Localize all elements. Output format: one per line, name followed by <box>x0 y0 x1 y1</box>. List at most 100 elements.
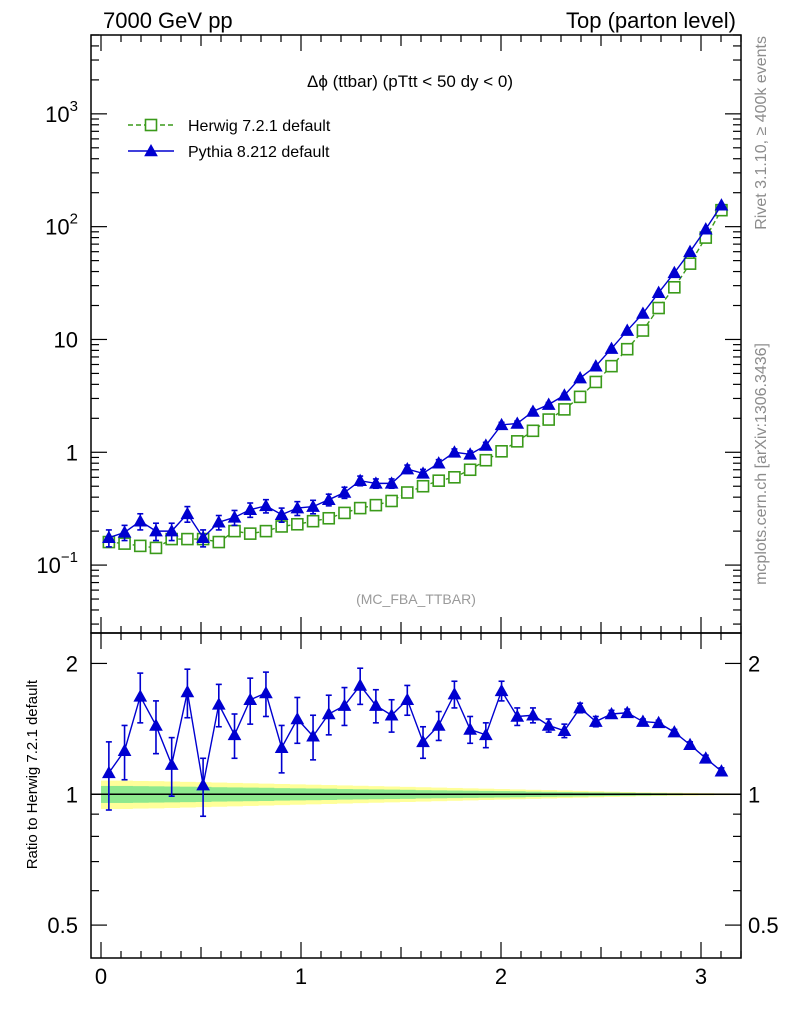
data-point <box>259 524 273 538</box>
ratio-y-tick-labels: 2 2 1 1 0.5 0.5 <box>47 651 778 938</box>
data-point <box>400 462 415 475</box>
legend-marker <box>144 118 158 132</box>
ratio-point <box>557 723 572 737</box>
ratio-point <box>431 718 446 731</box>
data-point <box>573 390 587 404</box>
data-point <box>667 265 682 279</box>
data-point <box>180 506 195 520</box>
ratio-point <box>714 764 729 777</box>
data-point <box>181 532 194 546</box>
data-point <box>683 257 697 270</box>
x-tick-label: 1 <box>295 964 307 989</box>
y-tick-label: 10−1 <box>36 549 78 578</box>
data-point <box>290 501 305 514</box>
data-point <box>604 341 619 354</box>
rivet-label: Rivet 3.1.10, ≥ 400k events <box>753 36 770 230</box>
series-line <box>108 209 723 549</box>
ratio-point <box>667 725 682 738</box>
header-left: 7000 GeV pp <box>103 8 233 33</box>
ratio-point <box>683 737 697 751</box>
data-point <box>117 525 132 538</box>
y-tick-label: 1 <box>66 440 78 465</box>
ratio-y-tick-label-left: 2 <box>66 651 78 676</box>
data-point <box>636 324 650 337</box>
watermark: (MC_FBA_TTBAR) <box>356 591 476 607</box>
legend-label: Pythia 8.212 default <box>188 144 330 161</box>
ratio-point <box>463 722 477 735</box>
y-tick-label: 102 <box>45 211 78 240</box>
data-point <box>306 514 320 528</box>
ratio-point <box>447 687 462 700</box>
ratio-y-tick-label-left: 0.5 <box>47 913 78 938</box>
ratio-point <box>541 718 556 731</box>
ratio-point <box>588 714 603 727</box>
ratio-point <box>384 708 399 721</box>
data-point <box>557 388 572 401</box>
data-point <box>605 359 618 373</box>
mcplots-label: mcplots.cern.ch [arXiv:1306.3436] <box>753 343 770 585</box>
series-pythia <box>102 198 729 548</box>
ratio-point <box>164 757 179 770</box>
legend: Herwig 7.2.1 default Pythia 8.212 default <box>128 118 331 161</box>
data-point <box>588 359 603 372</box>
data-point <box>447 445 462 458</box>
data-point <box>698 222 713 235</box>
data-point <box>526 404 540 417</box>
ratio-point <box>651 715 666 729</box>
data-point <box>259 498 273 512</box>
data-point <box>369 498 383 512</box>
ratio-point <box>290 711 305 725</box>
data-point <box>448 471 461 484</box>
data-point <box>558 403 571 416</box>
data-point <box>385 494 398 508</box>
ratio-point <box>306 729 320 742</box>
data-point <box>291 517 304 531</box>
ratio-point <box>416 734 430 748</box>
x-tick-labels: 0 1 2 3 <box>95 964 707 989</box>
data-point <box>133 539 147 553</box>
ratio-line <box>108 684 722 786</box>
ratio-y-tick-label-right: 2 <box>748 651 760 676</box>
main-ticks <box>91 34 742 633</box>
ratio-point <box>149 718 163 731</box>
data-point <box>306 499 320 512</box>
y-tick-label: 10 <box>54 327 78 352</box>
ratio-point <box>196 778 210 791</box>
data-point <box>416 466 430 479</box>
data-point <box>463 463 477 477</box>
data-point <box>337 485 352 498</box>
ratio-point <box>573 700 587 714</box>
x-tick-label: 2 <box>495 964 507 989</box>
x-tick-label: 3 <box>695 964 707 989</box>
series-herwig <box>102 203 728 555</box>
ratio-point <box>400 692 415 706</box>
ratio-series <box>102 667 729 818</box>
ratio-point <box>337 698 352 711</box>
data-point <box>541 397 556 410</box>
data-point <box>542 413 555 426</box>
ratio-point <box>227 727 242 741</box>
data-point <box>463 447 477 460</box>
data-point <box>149 541 163 555</box>
ratio-point <box>321 706 336 720</box>
data-point <box>479 453 493 467</box>
data-point <box>478 438 493 451</box>
data-point <box>589 375 603 389</box>
ratio-point <box>243 692 258 706</box>
data-point <box>651 285 666 298</box>
ratio-point <box>604 706 619 720</box>
ratio-point <box>510 709 525 722</box>
ratio-point <box>180 684 195 698</box>
data-point <box>338 506 351 520</box>
ratio-point <box>526 708 540 721</box>
ratio-point <box>353 678 368 691</box>
ratio-point <box>274 740 289 753</box>
data-point <box>243 527 257 540</box>
data-point <box>384 476 399 489</box>
main-title: Δϕ (ttbar) (pTtt < 50 dy < 0) <box>307 72 513 91</box>
data-point <box>243 502 258 515</box>
ratio-point <box>478 727 493 741</box>
data-point <box>620 342 634 356</box>
